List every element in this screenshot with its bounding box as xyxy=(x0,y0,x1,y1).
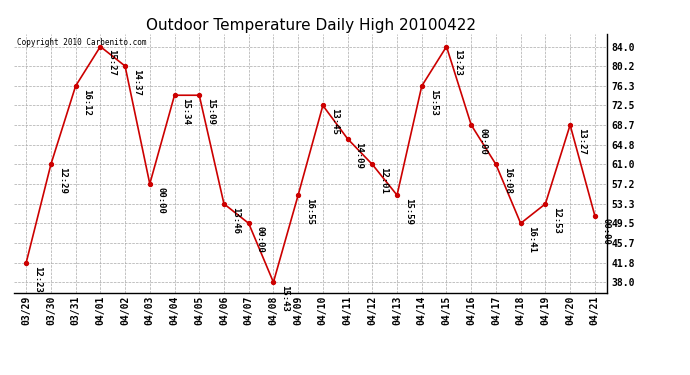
Point xyxy=(317,102,328,108)
Point xyxy=(144,181,155,187)
Text: 15:27: 15:27 xyxy=(107,50,117,76)
Text: 13:23: 13:23 xyxy=(453,50,462,76)
Text: 15:09: 15:09 xyxy=(206,98,215,125)
Text: 13:46: 13:46 xyxy=(231,207,240,234)
Point xyxy=(466,122,477,128)
Text: 16:55: 16:55 xyxy=(305,198,314,225)
Text: Copyright 2010 Carbenito.com: Copyright 2010 Carbenito.com xyxy=(17,38,146,46)
Text: 13:45: 13:45 xyxy=(330,108,339,135)
Point xyxy=(95,44,106,50)
Text: 00:00: 00:00 xyxy=(602,218,611,245)
Point xyxy=(342,136,353,142)
Point xyxy=(515,220,526,226)
Text: 13:27: 13:27 xyxy=(577,128,586,154)
Text: 15:43: 15:43 xyxy=(280,285,289,312)
Title: Outdoor Temperature Daily High 20100422: Outdoor Temperature Daily High 20100422 xyxy=(146,18,475,33)
Text: 12:23: 12:23 xyxy=(33,266,42,292)
Point xyxy=(367,161,378,167)
Point xyxy=(391,192,402,198)
Point xyxy=(219,201,230,207)
Point xyxy=(46,161,57,167)
Point xyxy=(119,63,130,69)
Point xyxy=(70,83,81,89)
Text: 00:00: 00:00 xyxy=(478,128,487,154)
Text: 16:12: 16:12 xyxy=(83,89,92,116)
Point xyxy=(491,161,502,167)
Point xyxy=(194,92,205,98)
Text: 15:59: 15:59 xyxy=(404,198,413,225)
Point xyxy=(589,213,600,219)
Point xyxy=(416,83,427,89)
Point xyxy=(540,201,551,207)
Text: 16:41: 16:41 xyxy=(528,226,537,253)
Point xyxy=(293,192,304,198)
Text: 00:00: 00:00 xyxy=(255,226,265,253)
Point xyxy=(441,44,452,50)
Text: 12:01: 12:01 xyxy=(380,167,388,194)
Text: 15:34: 15:34 xyxy=(181,98,190,125)
Text: 00:00: 00:00 xyxy=(157,187,166,213)
Point xyxy=(564,122,575,128)
Text: 12:53: 12:53 xyxy=(552,207,562,234)
Point xyxy=(169,92,180,98)
Text: 14:37: 14:37 xyxy=(132,69,141,96)
Text: 16:08: 16:08 xyxy=(503,167,512,194)
Point xyxy=(21,260,32,266)
Text: 14:09: 14:09 xyxy=(355,142,364,168)
Text: 15:53: 15:53 xyxy=(428,89,437,116)
Point xyxy=(243,220,254,226)
Point xyxy=(268,279,279,285)
Text: 12:29: 12:29 xyxy=(58,167,67,194)
